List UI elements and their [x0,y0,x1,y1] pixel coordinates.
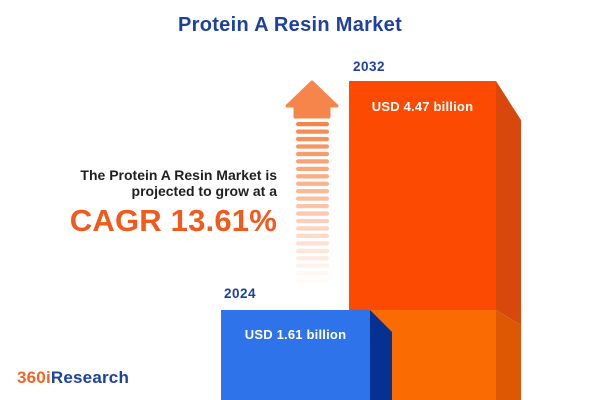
arrow-stripe [296,233,329,239]
arrow-stripe [296,129,329,134]
bar-2032-side-lower [496,310,521,400]
growth-line-2: projected to grow at a [131,183,277,199]
logo-360i: 360i [17,368,51,387]
growth-annotation: The Protein A Resin Market is projected … [0,167,277,239]
cagr-value: CAGR 13.61% [69,203,277,238]
bar-2024 [221,310,392,400]
arrow-stripe [296,189,329,194]
bar-value-2032: USD 4.47 billion [371,99,474,114]
arrow-stripe [296,263,329,268]
arrow-stripe [296,144,329,149]
arrow-stripe [296,256,329,261]
arrow-stripe [296,174,329,179]
arrow-stripe [296,226,329,231]
arrow-stripe [296,159,329,164]
bar-2032-front-upper [349,81,496,310]
bar-2032 [349,81,521,400]
logo: 360iResearch [17,368,129,388]
page-title: Protein A Resin Market [177,14,403,36]
arrow-head-icon [285,80,339,119]
arrow-stripe [296,203,329,209]
arrow-stripe [296,211,329,216]
growth-line-1: The Protein A Resin Market is [80,167,277,183]
arrow-stripe [296,122,329,127]
arrow-stripe [296,136,329,142]
arrow-stripe [296,181,329,186]
year-label-2024: 2024 [224,286,257,301]
growth-arrow [285,80,339,282]
arrow-stripe [296,151,329,157]
arrow-stripe [296,271,329,276]
arrow-stripe [296,248,329,253]
arrow-stripe [296,241,329,246]
arrow-stripe [296,196,329,201]
arrow-stripes [296,122,329,282]
arrow-stripe [296,278,329,282]
arrow-stripe [296,218,329,224]
bar-2024-side [370,310,392,400]
bar-2024-front [221,310,370,400]
bar-value-2024: USD 1.61 billion [244,327,347,342]
logo-research: Research [50,368,130,387]
year-label-2032: 2032 [353,59,386,74]
arrow-stripe [296,166,329,171]
bar-2032-side-upper [496,81,521,325]
